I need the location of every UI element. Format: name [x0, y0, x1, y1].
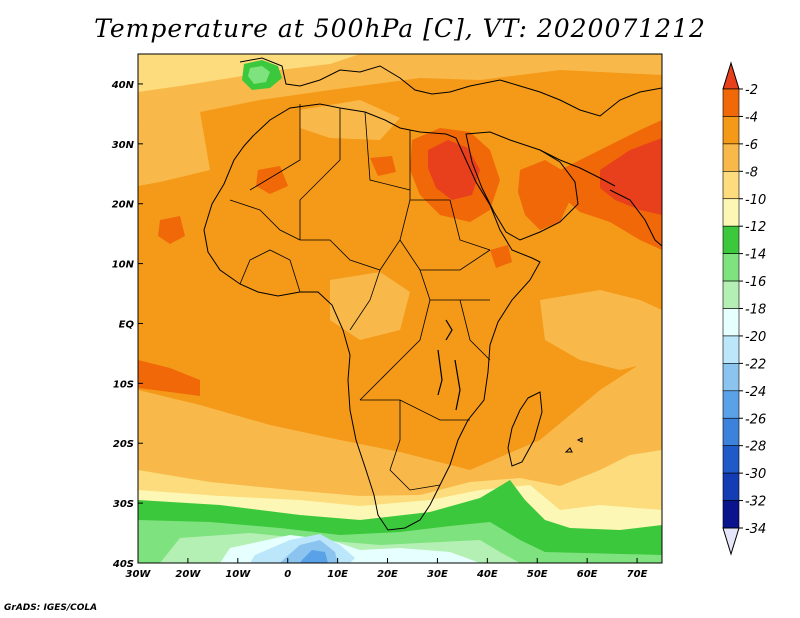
field-north-green-light	[248, 66, 270, 84]
colorbar-label: -34	[745, 522, 766, 537]
colorbar-label: -32	[745, 495, 766, 510]
y-tick-label: 20N	[112, 200, 135, 211]
country-borders	[229, 104, 491, 491]
colorbar-swatch	[722, 308, 740, 337]
india-coastline	[609, 189, 662, 247]
field-warm-east-core	[600, 138, 662, 215]
field-warm-egypt-core	[428, 140, 480, 200]
colorbar-swatch	[722, 88, 740, 117]
gulf-coastline	[539, 149, 616, 187]
y-tick-label: 10S	[113, 379, 134, 390]
x-tick-label: 30W	[126, 569, 152, 580]
latitude-ticks: 40N 30N 20N 10N EQ 10S 20S 30S 40S	[111, 80, 143, 570]
colorbar-swatch	[722, 225, 740, 254]
x-tick-label: 60E	[577, 569, 598, 580]
colorbar-label: -18	[745, 303, 766, 318]
x-tick-label: 20W	[175, 569, 201, 580]
colorbar-swatch	[722, 198, 740, 227]
colorbar-label: -4	[745, 110, 758, 125]
x-tick-label: 10W	[225, 569, 251, 580]
credit-text: GrADS: IGES/COLA	[4, 603, 98, 613]
field-warm-arabia	[518, 160, 570, 230]
colorbar-label: -8	[745, 165, 758, 180]
colorbar-swatch	[722, 335, 740, 364]
colorbar-swatch	[722, 472, 740, 501]
indian-ocean-islands	[564, 437, 583, 453]
x-tick-label: 30E	[427, 569, 448, 580]
field-warm-mali	[256, 166, 288, 194]
colorbar-swatch	[722, 500, 740, 529]
colorbar-label: -10	[745, 193, 766, 208]
colorbar-label: -20	[745, 330, 766, 345]
colorbar-swatch	[722, 445, 740, 474]
field-warm-west	[138, 360, 200, 396]
africa-coastline	[203, 103, 541, 531]
arabia-coastline	[465, 131, 579, 241]
x-tick-label: 20E	[377, 569, 398, 580]
colorbar-label: -28	[745, 440, 766, 455]
y-tick-label: EQ	[119, 319, 135, 330]
colorbar-label: -24	[745, 385, 766, 400]
x-tick-label: 40E	[476, 569, 498, 580]
colorbar-label: -14	[745, 248, 766, 263]
y-tick-label: 40S	[112, 559, 134, 570]
europe-coastline	[239, 57, 662, 117]
temperature-field	[138, 54, 662, 563]
madagascar-coastline	[507, 391, 543, 467]
y-tick-label: 20S	[113, 439, 134, 450]
y-tick-label: 40N	[111, 80, 135, 91]
colorbar-label: -22	[745, 357, 766, 372]
y-tick-label: 10N	[112, 260, 135, 271]
colorbar-swatch	[722, 171, 740, 200]
x-tick-label: 70E	[627, 569, 648, 580]
colorbar-label: -26	[745, 412, 766, 427]
field-warm-sahel	[158, 216, 185, 244]
colorbar-swatch	[722, 253, 740, 282]
colorbar-label: -2	[745, 83, 758, 98]
colorbar-underflow-triangle	[722, 527, 740, 556]
colorbar-label: -16	[745, 275, 766, 290]
colorbar-swatch	[722, 417, 740, 446]
x-tick-label: 50E	[527, 569, 548, 580]
colorbar-swatch	[722, 280, 740, 309]
field-west-mild	[138, 112, 210, 186]
y-tick-label: 30N	[112, 140, 135, 151]
colorbar: -2 -4 -6 -8 -10 -12 -14 -16 -18 -20 -22 -24 -26 -28 -3…	[722, 61, 766, 556]
map-frame	[137, 53, 663, 564]
colorbar-swatch	[722, 143, 740, 172]
x-tick-label: 0	[284, 569, 291, 580]
x-tick-label: 10E	[327, 569, 348, 580]
field-mild-sahara	[300, 100, 400, 140]
field-warm-horn	[490, 245, 512, 268]
great-lakes	[437, 319, 461, 411]
colorbar-label: -12	[745, 220, 766, 235]
longitude-ticks: 30W 20W 10W 0 10E 20E 30E 40E 50E 60E 70E	[126, 558, 648, 580]
field-mild-east-ocean	[540, 290, 662, 370]
field-warm-libya	[370, 156, 396, 176]
colorbar-swatch	[722, 390, 740, 419]
colorbar-label: -30	[745, 467, 766, 482]
colorbar-swatch	[722, 116, 740, 145]
colorbar-overflow-triangle	[722, 61, 740, 90]
field-mild-central	[330, 272, 410, 340]
y-tick-label: 30S	[113, 499, 134, 510]
coastlines	[203, 57, 662, 531]
field-blue-mid	[300, 550, 328, 563]
colorbar-swatch	[722, 363, 740, 392]
map-title: Temperature at 500hPa [C], VT: 202007121…	[94, 14, 706, 43]
colorbar-label: -6	[745, 138, 758, 153]
